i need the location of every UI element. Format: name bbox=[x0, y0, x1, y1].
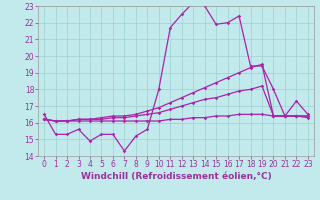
X-axis label: Windchill (Refroidissement éolien,°C): Windchill (Refroidissement éolien,°C) bbox=[81, 172, 271, 181]
